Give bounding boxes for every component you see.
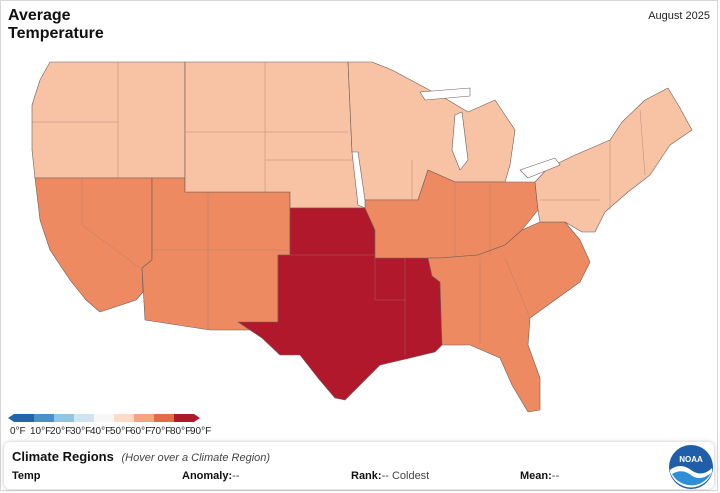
region-southwest[interactable]: Southwest — [141, 177, 291, 331]
region-northern-rockies-plains[interactable]: Northern Rockies and Plains — [184, 61, 366, 209]
legend-tick-label: 30°F — [70, 426, 92, 437]
legend-swatch — [94, 414, 114, 422]
legend-color-bar — [8, 414, 200, 422]
panel-hint: (Hover over a Climate Region) — [121, 452, 271, 464]
climate-regions-panel: Climate Regions (Hover over a Climate Re… — [4, 442, 714, 489]
us-climate-region-map: Northwest West Southwest Northern Rockie… — [31, 61, 693, 413]
legend-tick-label: 90°F — [190, 426, 212, 437]
legend-swatch — [134, 414, 154, 422]
mean-stat: Mean:-- — [520, 470, 559, 482]
region-northeast[interactable]: Northeast — [534, 87, 693, 233]
region-northwest[interactable]: Northwest — [31, 61, 186, 179]
legend-swatch — [114, 414, 134, 422]
legend-labels: 0°F 10°F20°F30°F40°F50°F60°F70°F80°F90°F — [10, 426, 220, 437]
panel-title: Climate Regions (Hover over a Climate Re… — [12, 449, 270, 464]
legend-swatch — [174, 414, 194, 422]
color-legend: 0°F 10°F20°F30°F40°F50°F60°F70°F80°F90°F — [8, 411, 211, 437]
mean-label: Mean: — [520, 470, 552, 482]
anomaly-value: -- — [232, 470, 240, 482]
anomaly-label: Anomaly: — [182, 470, 233, 482]
great-lakes — [419, 87, 561, 179]
title-line-2: Temperature — [8, 25, 104, 42]
legend-swatch — [34, 414, 54, 422]
legend-swatch — [74, 414, 94, 422]
legend-arrow-cold — [8, 414, 14, 422]
legend-swatch — [14, 414, 34, 422]
title-line-1: Average — [8, 7, 71, 24]
mean-value: -- — [551, 470, 560, 482]
legend-arrow-hot — [194, 414, 200, 422]
temp-label: Temp — [12, 470, 41, 482]
temp-stat: Temp — [12, 470, 41, 482]
panel-title-text: Climate Regions — [12, 449, 114, 464]
legend-swatch — [154, 414, 174, 422]
legend-tick-label: 60°F — [130, 426, 152, 437]
legend-tick-label: 40°F — [90, 426, 112, 437]
rank-label: Rank: — [351, 470, 382, 482]
legend-tick-label: 10°F — [30, 426, 52, 437]
legend-tick-label: 50°F — [110, 426, 132, 437]
map-title: Average Temperature — [8, 7, 104, 43]
legend-tick-label: 0°F — [10, 426, 26, 437]
region-upper-midwest[interactable]: Upper Midwest — [347, 61, 516, 201]
anomaly-stat: Anomaly:-- — [182, 470, 239, 482]
legend-tick-label: 20°F — [50, 426, 72, 437]
noaa-logo-water — [672, 471, 711, 486]
rank-stat: Rank:-- Coldest — [351, 470, 429, 482]
period-label: August 2025 — [648, 10, 710, 22]
rank-value: -- Coldest — [381, 470, 430, 482]
legend-tick-label: 80°F — [170, 426, 192, 437]
noaa-logo[interactable]: NOAA — [668, 444, 714, 490]
region-west[interactable]: West — [34, 177, 153, 313]
noaa-logo-text: NOAA — [679, 455, 703, 464]
legend-swatch — [54, 414, 74, 422]
legend-tick-label: 70°F — [150, 426, 172, 437]
state-borders — [32, 62, 646, 355]
